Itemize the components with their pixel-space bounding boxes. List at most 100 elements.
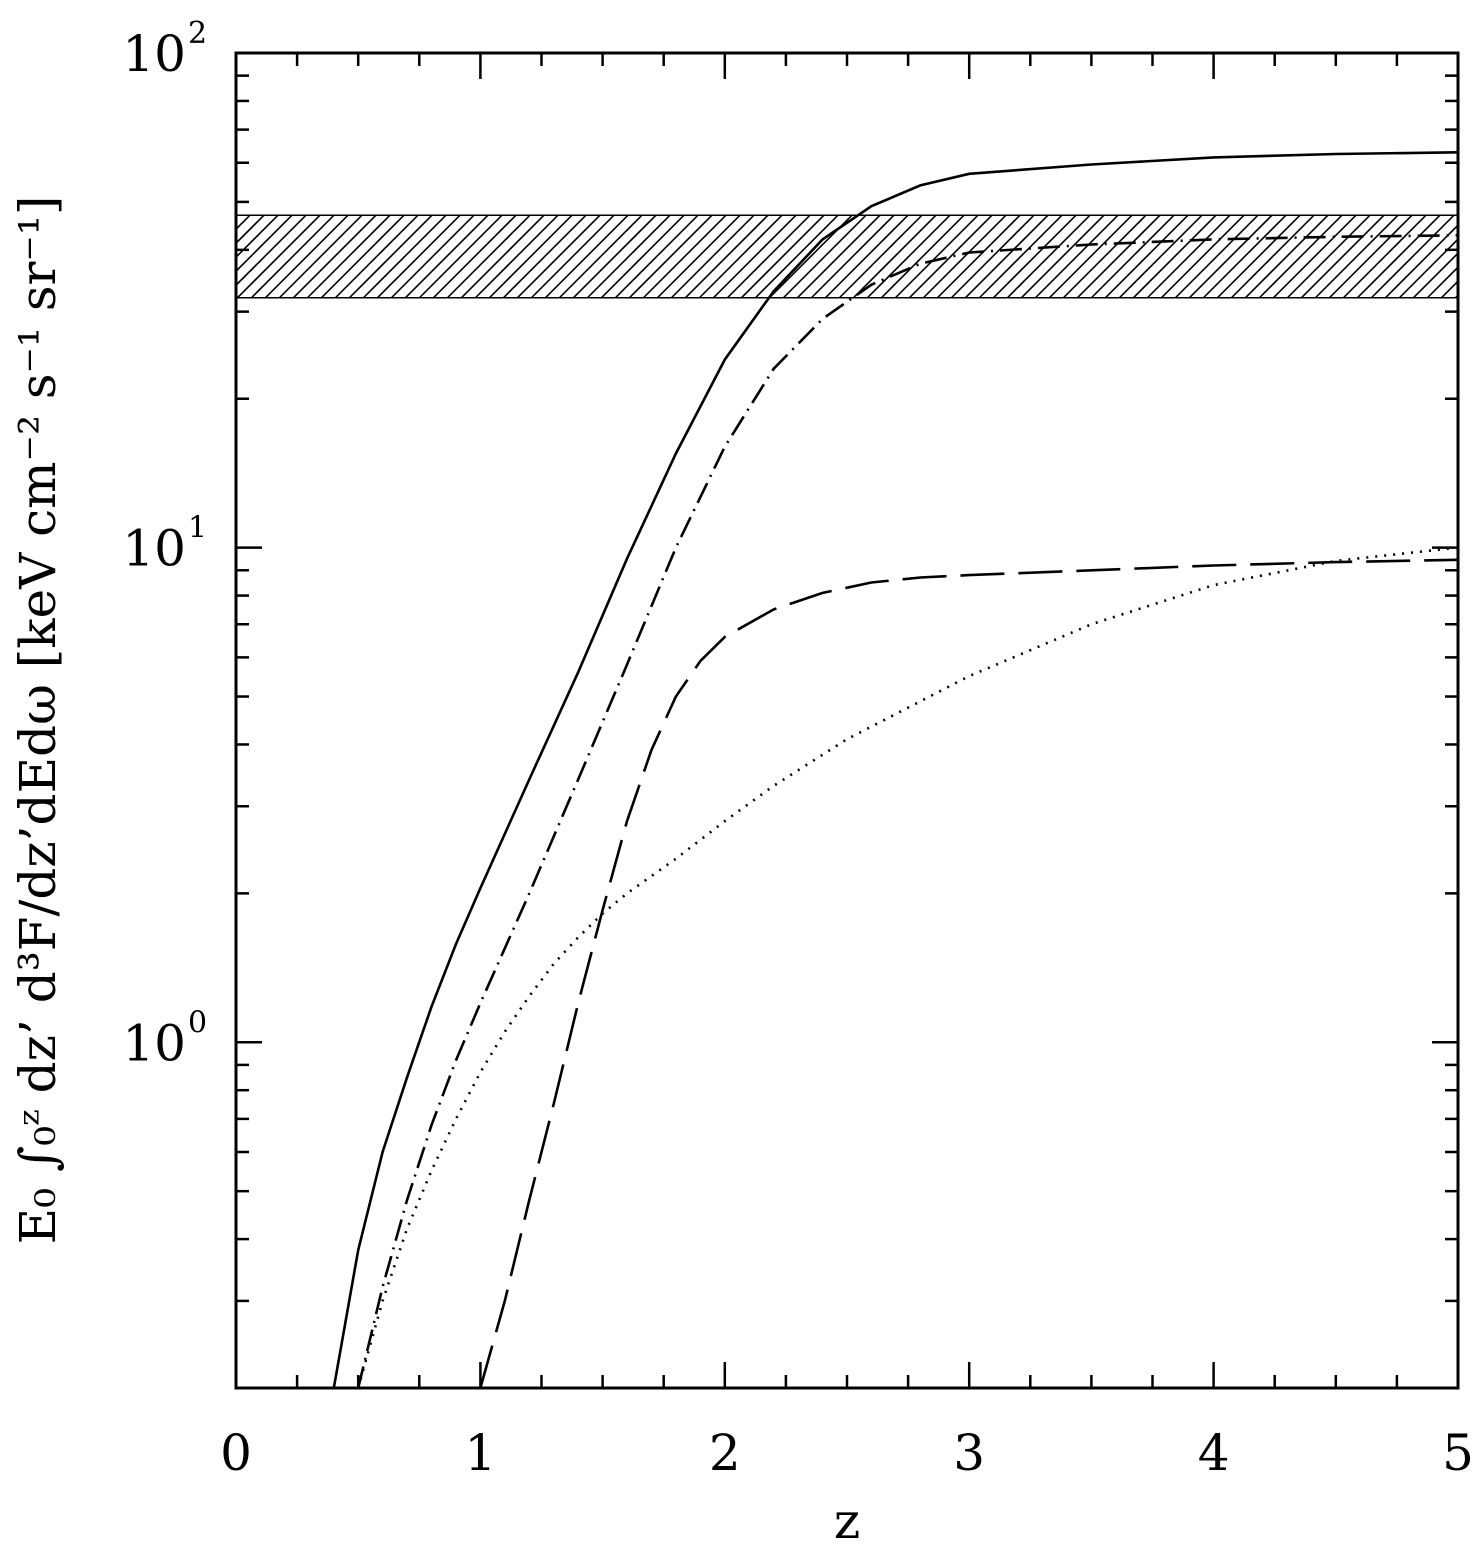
hatch-line — [1272, 215, 1357, 298]
hatch-line — [516, 215, 601, 298]
hatch-line — [614, 215, 699, 298]
hatch-line — [1048, 215, 1133, 298]
y-tick-label-exponent: 0 — [188, 1005, 207, 1040]
x-tick-label: 3 — [953, 1424, 985, 1482]
series-line-solid — [332, 151, 1458, 1388]
x-tick-label: 4 — [1198, 1424, 1230, 1482]
hatch-line — [1090, 215, 1175, 298]
hatch-line — [474, 215, 559, 298]
hatch-line — [236, 215, 293, 273]
hatch-line — [418, 215, 503, 298]
hatch-line — [278, 215, 363, 298]
hatch-line — [1286, 215, 1371, 298]
hatch-line — [264, 215, 349, 298]
hatch-line — [1412, 252, 1458, 298]
hatch-line — [348, 215, 433, 298]
hatch-line — [1146, 215, 1231, 298]
hatch-line — [236, 215, 265, 245]
hatch-line — [1426, 266, 1458, 298]
hatch-line — [1202, 215, 1287, 298]
hatch-line — [964, 215, 1049, 298]
hatch-line — [1132, 215, 1217, 298]
hatch-line — [1062, 215, 1147, 298]
hatch-line — [1328, 215, 1413, 298]
hatch-line — [488, 215, 573, 298]
hatch-line — [404, 215, 489, 298]
hatch-line — [894, 215, 979, 298]
hatch-line — [306, 215, 391, 298]
hatch-line — [1342, 215, 1427, 298]
hatch-line — [684, 215, 769, 298]
hatch-line — [1216, 215, 1301, 298]
hatch-line — [1300, 215, 1385, 298]
hatch-line — [880, 215, 965, 298]
hatch-line — [866, 215, 951, 298]
hatch-line — [1104, 215, 1189, 298]
hatch-line — [1174, 215, 1259, 298]
hatch-line — [642, 215, 727, 298]
hatch-line — [460, 215, 545, 298]
hatch-line — [740, 215, 825, 298]
y-tick-label: 10 1 — [122, 511, 207, 578]
hatch-line — [250, 215, 335, 298]
hatch-line — [670, 215, 755, 298]
hatch-line — [656, 215, 741, 298]
y-tick-label-exponent: 2 — [188, 16, 207, 51]
y-tick-label-base: 10 — [122, 25, 186, 83]
hatch-line — [1244, 215, 1329, 298]
series-layer — [332, 151, 1458, 1388]
plot-frame — [234, 51, 1460, 1390]
hatch-line — [544, 215, 629, 298]
hatch-line — [936, 215, 1021, 298]
hatch-line — [1384, 224, 1458, 298]
hatch-line — [628, 215, 713, 298]
hatch-line — [1314, 215, 1399, 298]
hatch-line — [586, 215, 671, 298]
hatch-line — [432, 215, 517, 298]
hatch-line — [530, 215, 615, 298]
hatch-line — [1258, 215, 1343, 298]
y-axis-title: E₀ ∫₀ᶻ dz’ d³F/dz’dEdω [keV cm⁻² s⁻¹ sr⁻… — [9, 196, 67, 1245]
hatch-line — [908, 215, 993, 298]
hatch-line — [390, 215, 475, 298]
hatch-line — [992, 215, 1077, 298]
ticks-layer — [234, 51, 1460, 1390]
hatch-line — [1188, 215, 1273, 298]
hatch-line — [1160, 215, 1245, 298]
series-line-dotted — [356, 546, 1458, 1388]
hatch-line — [796, 215, 881, 298]
hatch-line — [362, 215, 447, 298]
hatch-line — [1076, 215, 1161, 298]
hatch-line — [1034, 215, 1119, 298]
hatch-line — [572, 215, 657, 298]
hatch-line — [292, 215, 377, 298]
x-tick-label: 1 — [464, 1424, 496, 1482]
hatch-line — [978, 215, 1063, 298]
hatch-line — [446, 215, 531, 298]
hatch-line — [698, 215, 783, 298]
hatch-line — [1370, 215, 1455, 298]
hatch-line — [1356, 215, 1441, 298]
y-tick-label: 10 2 — [122, 16, 207, 83]
hatch-line — [236, 215, 321, 298]
hatch-line — [376, 215, 461, 298]
hatch-line — [824, 215, 909, 298]
hatch-line — [782, 215, 867, 298]
observed-band — [236, 214, 1458, 299]
y-tick-label: 10 0 — [122, 1005, 207, 1072]
y-tick-label-exponent: 1 — [188, 511, 207, 546]
hatch-line — [1398, 238, 1458, 298]
hatch-line — [1118, 215, 1203, 298]
x-tick-label: 0 — [220, 1424, 252, 1482]
hatch-line — [1020, 215, 1105, 298]
x-tick-labels: 0 1 2 3 4 5 — [220, 1424, 1474, 1482]
x-tick-label: 5 — [1442, 1424, 1474, 1482]
hatch-line — [320, 215, 405, 298]
hatch-line — [852, 215, 937, 298]
hatch-line — [950, 215, 1035, 298]
hatch-line — [600, 215, 685, 298]
hatch-line — [1006, 215, 1091, 298]
hatch-line — [236, 215, 237, 217]
hatch-line — [726, 215, 811, 298]
